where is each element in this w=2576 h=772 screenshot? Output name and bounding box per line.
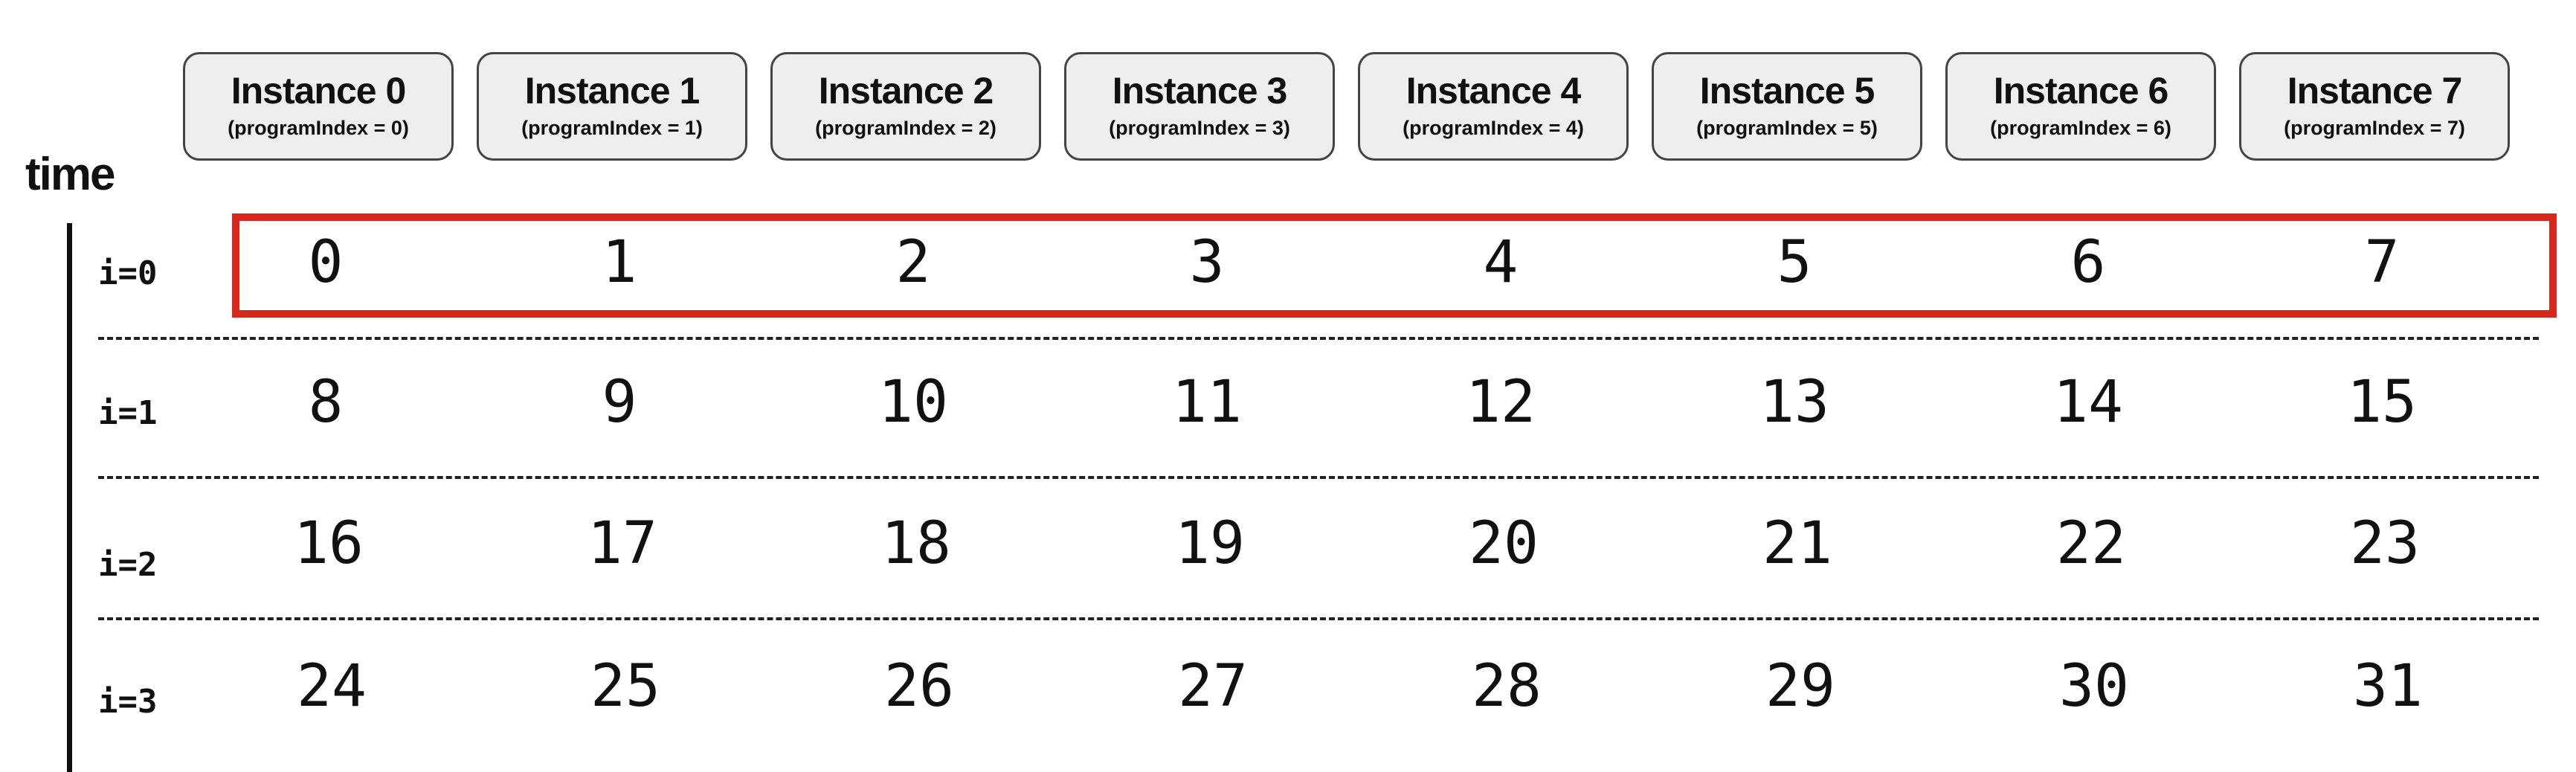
cell-i3-instance-2: 26	[884, 653, 954, 720]
row-divider-2	[98, 476, 2539, 479]
cell-i1-instance-0: 8	[308, 369, 344, 436]
cell-i1-instance-4: 12	[1466, 369, 1536, 436]
row-divider-1	[98, 337, 2539, 340]
instance-6-subtitle: (programIndex = 6)	[1990, 117, 2171, 139]
cell-i0-instance-2: 2	[895, 229, 931, 296]
instance-6-box: Instance 6 (programIndex = 6)	[1945, 52, 2216, 161]
instance-4-title: Instance 4	[1405, 70, 1582, 112]
cell-i0-instance-0: 0	[308, 229, 344, 296]
instance-1-subtitle: (programIndex = 1)	[521, 117, 703, 139]
row-label-i2: i=2	[98, 546, 158, 584]
instance-6-title: Instance 6	[1993, 70, 2169, 112]
instance-7-subtitle: (programIndex = 7)	[2284, 117, 2465, 139]
instance-0-subtitle: (programIndex = 0)	[228, 117, 409, 139]
cell-i1-instance-3: 11	[1172, 369, 1242, 436]
cell-i3-instance-3: 27	[1178, 653, 1248, 720]
cell-i2-instance-4: 20	[1469, 510, 1539, 577]
row-label-i1: i=1	[98, 394, 158, 432]
cell-i2-instance-3: 19	[1175, 510, 1245, 577]
instance-1-box: Instance 1 (programIndex = 1)	[477, 52, 747, 161]
cell-i1-instance-7: 15	[2347, 369, 2417, 436]
cell-i2-instance-5: 21	[1762, 510, 1832, 577]
instance-2-title: Instance 2	[818, 70, 994, 112]
instance-4-subtitle: (programIndex = 4)	[1403, 117, 1584, 139]
instance-1-title: Instance 1	[524, 70, 701, 112]
row-label-i0: i=0	[98, 254, 158, 292]
cell-i2-instance-1: 17	[587, 510, 657, 577]
instance-7-title: Instance 7	[2287, 70, 2463, 112]
instance-7-box: Instance 7 (programIndex = 7)	[2239, 52, 2510, 161]
cell-i0-instance-3: 3	[1189, 229, 1225, 296]
cell-i2-instance-2: 18	[881, 510, 951, 577]
instance-0-box: Instance 0 (programIndex = 0)	[183, 52, 454, 161]
instance-2-box: Instance 2 (programIndex = 2)	[770, 52, 1041, 161]
cell-i3-instance-6: 30	[2059, 653, 2129, 720]
time-axis-line	[67, 223, 72, 772]
row-label-i3: i=3	[98, 683, 158, 721]
instance-3-box: Instance 3 (programIndex = 3)	[1064, 52, 1335, 161]
time-label: time	[25, 149, 115, 200]
instance-4-box: Instance 4 (programIndex = 4)	[1358, 52, 1629, 161]
cell-i3-instance-4: 28	[1472, 653, 1542, 720]
cell-i3-instance-5: 29	[1765, 653, 1835, 720]
instance-3-subtitle: (programIndex = 3)	[1109, 117, 1290, 139]
cell-i3-instance-1: 25	[590, 653, 660, 720]
instance-5-subtitle: (programIndex = 5)	[1696, 117, 1878, 139]
instance-0-title: Instance 0	[231, 70, 407, 112]
cell-i0-instance-5: 5	[1777, 229, 1812, 296]
cell-i0-instance-7: 7	[2364, 229, 2400, 296]
cell-i3-instance-7: 31	[2353, 653, 2423, 720]
highlight-box-i0	[232, 213, 2557, 318]
cell-i1-instance-6: 14	[2053, 369, 2123, 436]
instance-3-title: Instance 3	[1112, 70, 1288, 112]
cell-i0-instance-6: 6	[2070, 229, 2106, 296]
cell-i1-instance-1: 9	[602, 369, 637, 436]
instance-5-box: Instance 5 (programIndex = 5)	[1652, 52, 1922, 161]
cell-i2-instance-6: 22	[2056, 510, 2126, 577]
cell-i0-instance-4: 4	[1483, 229, 1519, 296]
row-divider-3	[98, 617, 2539, 620]
cell-i2-instance-7: 23	[2350, 510, 2420, 577]
instance-2-subtitle: (programIndex = 2)	[815, 117, 996, 139]
cell-i0-instance-1: 1	[602, 229, 637, 296]
cell-i1-instance-5: 13	[1759, 369, 1829, 436]
cell-i2-instance-0: 16	[294, 510, 364, 577]
instance-5-title: Instance 5	[1699, 70, 1875, 112]
cell-i1-instance-2: 10	[878, 369, 948, 436]
cell-i3-instance-0: 24	[297, 653, 367, 720]
